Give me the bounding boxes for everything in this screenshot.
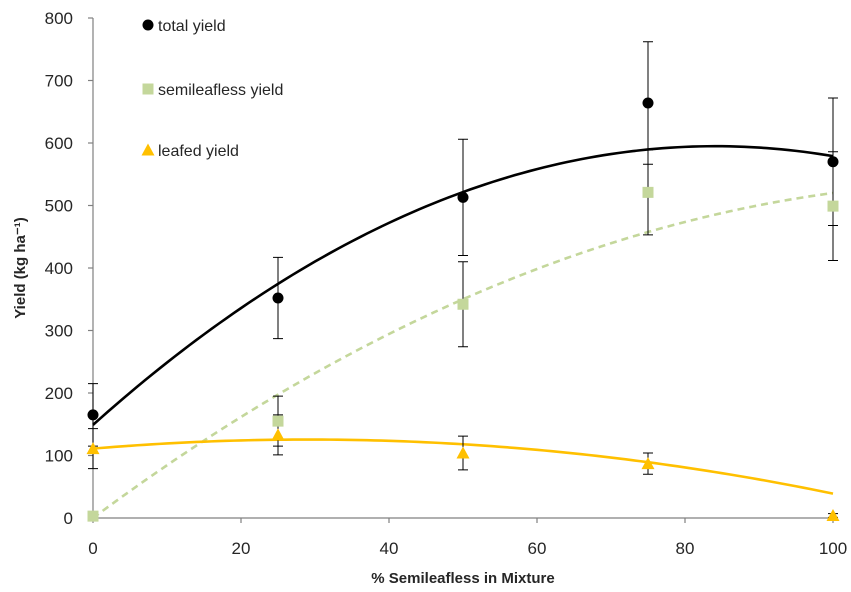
x-tick-label: 0 [88, 539, 97, 558]
y-axis-ticks: 0 100 200 300 400 500 600 700 800 [45, 9, 93, 528]
data-points [86, 97, 840, 522]
x-tick-label: 40 [380, 539, 399, 558]
total-yield-point [642, 97, 654, 109]
semileafless-yield-point [642, 186, 654, 198]
legend: total yield semileafless yield leafed yi… [141, 18, 283, 160]
total-yield-point [827, 156, 839, 168]
x-tick-label: 60 [528, 539, 547, 558]
legend-item-total-yield: total yield [142, 18, 226, 35]
legend-item-leafed-yield: leafed yield [141, 143, 239, 160]
axes: 0 100 200 300 400 500 600 700 800 0 20 40 60 80 100 [45, 9, 848, 558]
leafed-yield-point [641, 457, 655, 470]
leafed-yield-point [456, 446, 470, 459]
semileafless-yield-point [457, 298, 469, 310]
y-tick-label: 500 [45, 197, 73, 216]
x-tick-label: 80 [676, 539, 695, 558]
y-tick-label: 200 [45, 384, 73, 403]
legend-marker-triangle [141, 143, 155, 156]
x-axis-ticks: 0 20 40 60 80 100 [88, 518, 847, 558]
x-tick-label: 20 [232, 539, 251, 558]
y-tick-label: 100 [45, 447, 73, 466]
total-yield-point [272, 292, 284, 304]
y-tick-label: 600 [45, 134, 73, 153]
error-bars [88, 41, 838, 518]
semileafless-yield-point [272, 415, 284, 427]
legend-marker-square [142, 83, 154, 95]
leafed-yield-point [826, 509, 840, 521]
total-yield-point [457, 191, 469, 203]
total-yield-point [87, 409, 99, 421]
y-axis-title: Yield (kg ha⁻¹) [12, 217, 29, 319]
semileafless-yield-trendline [92, 191, 834, 520]
legend-marker-circle [142, 19, 154, 31]
y-tick-label: 0 [64, 509, 73, 528]
y-tick-label: 700 [45, 72, 73, 91]
legend-label: semileafless yield [158, 82, 283, 99]
legend-item-semileafless-yield: semileafless yield [142, 82, 283, 99]
semileafless-yield-point [87, 510, 99, 522]
legend-label: leafed yield [158, 143, 239, 160]
x-axis-title: % Semileafless in Mixture [371, 570, 554, 587]
y-tick-label: 300 [45, 322, 73, 341]
leafed-yield-point [271, 428, 285, 441]
y-tick-label: 400 [45, 259, 73, 278]
y-tick-label: 800 [45, 9, 73, 28]
legend-label: total yield [158, 18, 226, 35]
leafed-yield-point [86, 442, 100, 455]
x-tick-label: 100 [819, 539, 847, 558]
semileafless-yield-point [827, 200, 839, 212]
